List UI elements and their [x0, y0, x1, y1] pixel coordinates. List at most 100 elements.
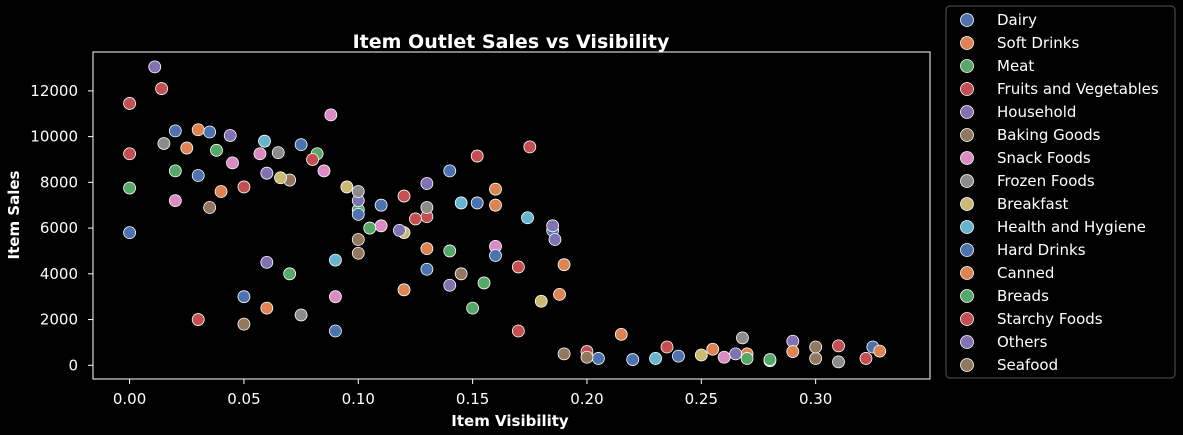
legend-label: Dairy — [997, 11, 1037, 29]
data-point — [317, 164, 331, 178]
data-point — [123, 181, 136, 195]
data-point — [363, 221, 377, 235]
legend-label: Breakfast — [997, 195, 1069, 213]
data-point — [306, 153, 319, 166]
data-point — [180, 141, 194, 155]
legend: Dairy Soft Drinks Meat Fruits and Vegetable… — [945, 5, 1176, 379]
y-tick-label: 8000 — [40, 173, 78, 191]
data-point — [226, 156, 239, 170]
data-point — [443, 244, 457, 258]
legend-marker — [960, 59, 974, 73]
legend-marker — [960, 289, 974, 303]
data-point — [489, 182, 502, 196]
data-point — [706, 342, 720, 356]
legend-marker — [960, 13, 974, 27]
data-point — [470, 196, 484, 210]
chart-title: Item Outlet Sales vs Visibility — [353, 31, 670, 53]
data-point — [351, 207, 365, 221]
data-point — [340, 180, 354, 194]
points-layer — [123, 60, 887, 369]
data-point — [351, 246, 365, 260]
legend-marker — [960, 128, 974, 142]
data-point — [511, 324, 525, 338]
data-point — [580, 350, 594, 364]
data-point — [324, 108, 338, 122]
legend-label: Fruits and Vegetables — [997, 80, 1159, 98]
x-tick-label: 0.25 — [685, 390, 718, 408]
legend-label: Health and Hygiene — [997, 218, 1146, 236]
legend-label: Meat — [997, 57, 1034, 75]
y-tick-label: 2000 — [40, 311, 78, 329]
y-tick-label: 0 — [68, 356, 78, 374]
legend-label: Others — [997, 333, 1048, 351]
data-point — [393, 223, 406, 237]
data-point — [454, 267, 468, 281]
data-point — [626, 353, 640, 366]
data-point — [271, 146, 285, 160]
data-point — [466, 301, 480, 315]
x-tick-label: 0.30 — [799, 390, 832, 408]
data-point — [329, 253, 342, 267]
legend-label: Starchy Foods — [997, 310, 1103, 328]
y-tick-label: 12000 — [30, 82, 78, 100]
legend-marker — [960, 335, 974, 349]
data-point — [260, 166, 274, 180]
data-point — [614, 328, 628, 341]
data-point — [329, 324, 342, 338]
legend-marker — [960, 105, 974, 119]
data-point — [155, 82, 169, 95]
x-tick-label: 0.10 — [342, 390, 375, 408]
data-point — [454, 196, 468, 210]
data-point — [191, 313, 205, 326]
legend-marker — [960, 312, 974, 326]
data-point — [740, 352, 754, 365]
data-point — [420, 201, 434, 214]
legend-marker — [960, 197, 974, 211]
legend-label: Canned — [997, 264, 1054, 282]
data-point — [294, 138, 308, 152]
legend-marker — [960, 151, 974, 165]
data-point — [148, 60, 162, 74]
y-tick-label: 10000 — [30, 128, 78, 146]
y-axis-label: Item Sales — [5, 170, 23, 259]
x-tick-label: 0.15 — [456, 390, 489, 408]
plot-frame — [92, 51, 931, 380]
data-point — [237, 180, 251, 194]
data-point — [489, 198, 502, 212]
data-point — [420, 177, 434, 190]
data-point — [736, 331, 749, 345]
legend-label: Breads — [997, 287, 1049, 305]
data-point — [763, 353, 777, 366]
data-point — [253, 147, 267, 161]
data-point — [470, 149, 484, 163]
data-point — [521, 211, 534, 225]
legend-label: Soft Drinks — [997, 34, 1079, 52]
data-point — [420, 242, 434, 256]
data-point — [557, 347, 571, 361]
legend-marker — [960, 36, 974, 50]
data-point — [191, 169, 205, 182]
data-point — [694, 348, 708, 362]
data-point — [557, 258, 571, 272]
data-point — [592, 352, 605, 365]
data-point — [489, 249, 502, 262]
data-point — [786, 345, 800, 358]
data-point — [274, 171, 287, 185]
data-point — [260, 255, 274, 269]
data-point — [168, 164, 182, 178]
legend-marker — [960, 220, 974, 234]
legend-label: Baking Goods — [997, 126, 1101, 144]
legend-marker — [960, 174, 974, 188]
y-tick-label: 4000 — [40, 265, 78, 283]
x-axis: 0.00 0.05 0.10 0.15 0.20 0.25 0.30 — [113, 379, 832, 408]
data-point — [511, 260, 525, 274]
data-point — [548, 233, 562, 246]
data-point — [717, 350, 731, 364]
data-point — [553, 287, 566, 301]
data-point — [832, 339, 845, 353]
data-point — [157, 137, 171, 150]
data-point — [203, 201, 217, 214]
data-point — [294, 308, 308, 322]
data-point — [223, 129, 237, 142]
